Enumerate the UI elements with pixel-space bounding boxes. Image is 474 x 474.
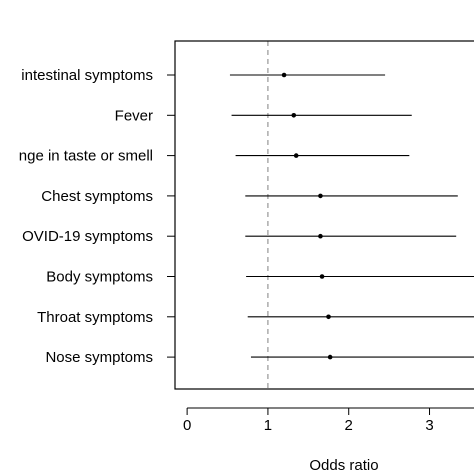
y-tick-label: OVID-19 symptoms	[22, 228, 153, 245]
x-tick-label: 2	[345, 417, 353, 434]
point-estimate	[291, 113, 297, 118]
x-axis-label: Odds ratio	[309, 457, 378, 474]
point-estimate	[326, 314, 331, 320]
point-estimate	[293, 153, 299, 158]
plot-frame	[174, 40, 474, 390]
y-tick-label: Nose symptoms	[45, 349, 153, 366]
x-tick-label: 1	[264, 417, 272, 434]
y-tick-label: intestinal symptoms	[21, 67, 153, 84]
y-tick-label: Chest symptoms	[41, 188, 153, 205]
point-estimate	[281, 72, 287, 78]
y-tick-label: Body symptoms	[46, 269, 153, 286]
point-estimate	[327, 354, 333, 360]
point-estimate	[319, 274, 325, 279]
chart-marks	[229, 72, 474, 360]
y-tick-label: nge in taste or smell	[19, 148, 153, 165]
x-tick-label: 0	[183, 417, 191, 434]
x-axis: 0 1 2 3	[183, 407, 474, 434]
point-estimate	[318, 233, 323, 239]
y-tick-label: Throat symptoms	[37, 309, 153, 326]
y-tick-label: Fever	[115, 107, 153, 124]
x-tick-label: 3	[425, 417, 433, 434]
y-axis: intestinal symptoms Fever nge in taste or …	[19, 67, 175, 366]
point-estimate	[318, 193, 323, 199]
